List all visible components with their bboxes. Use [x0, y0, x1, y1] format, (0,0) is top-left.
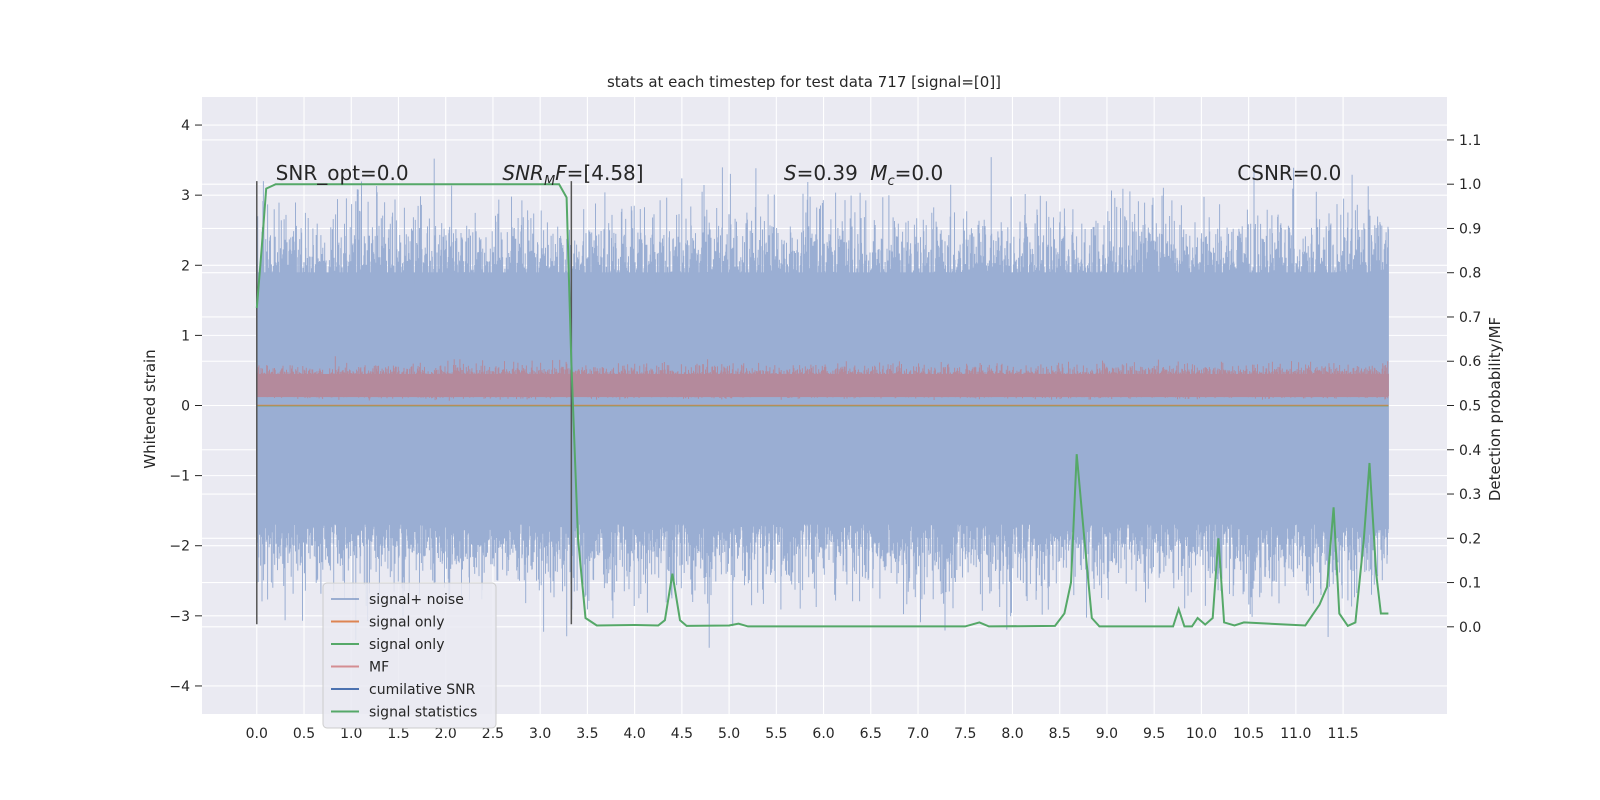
annotation: S=0.39 Mc=0.0: [784, 161, 943, 189]
y-left-tick-label: 4: [181, 118, 190, 134]
y-left-tick-label: 1: [181, 328, 190, 344]
legend-label: signal+ noise: [369, 592, 464, 608]
x-tick-label: 4.0: [623, 726, 645, 742]
x-axis: 0.0 0.5 1.0 1.5 2.0 2.5 3.0 3.5 4.0 4.5 5.0 5.5 6.0 6…: [246, 726, 1359, 742]
y-right-tick-label: 0.0: [1459, 620, 1481, 636]
x-tick-label: 3.0: [529, 726, 551, 742]
series-signal-statistics: [255, 183, 1389, 628]
y-right-tick-label: 0.4: [1459, 443, 1481, 459]
x-tick-label: 1.5: [387, 726, 409, 742]
x-tick-label: 10.5: [1233, 726, 1264, 742]
legend-label: signal statistics: [369, 705, 477, 721]
x-tick-label: 2.0: [435, 726, 457, 742]
y-left-tick-label: −2: [169, 539, 190, 555]
y-axis-left-label: Whitened strain: [141, 349, 159, 468]
x-tick-label: 9.5: [1143, 726, 1165, 742]
x-tick-label: 8.0: [1001, 726, 1023, 742]
y-right-tick-label: 0.3: [1459, 487, 1481, 503]
annotation: CSNR=0.0: [1237, 161, 1341, 185]
x-tick-label: 7.0: [907, 726, 929, 742]
legend-label: signal only: [369, 615, 444, 631]
annotation: SNRMF=[4.58]: [502, 161, 643, 189]
y-left-tick-label: 3: [181, 188, 190, 204]
y-left-tick-label: 0: [181, 399, 190, 415]
y-right-tick-label: 0.2: [1459, 531, 1481, 547]
y-axis-right: 0.0 0.1 0.2 0.3 0.4 0.5 0.6 0.7 0.8 0.9 1.0 1.1: [1447, 133, 1481, 636]
x-tick-label: 7.5: [954, 726, 976, 742]
x-tick-label: 2.5: [482, 726, 504, 742]
x-tick-label: 1.0: [340, 726, 362, 742]
y-right-tick-label: 0.9: [1459, 221, 1481, 237]
annotation: SNR_opt=0.0: [276, 161, 409, 185]
y-axis-left: −4 −3 −2 −1 0 1 2 3 4: [169, 118, 202, 695]
x-tick-label: 5.5: [765, 726, 787, 742]
series-signal-noise: [256, 157, 1389, 648]
y-left-tick-label: −1: [169, 469, 190, 485]
x-tick-label: 11.0: [1280, 726, 1311, 742]
legend-label: signal only: [369, 637, 444, 653]
y-right-tick-label: 0.7: [1459, 310, 1481, 326]
legend-box: [322, 582, 497, 729]
x-tick-label: 3.5: [576, 726, 598, 742]
y-axis-right-label: Detection probability/MF: [1486, 317, 1504, 501]
y-left-tick-label: 2: [181, 258, 190, 274]
x-tick-label: 4.5: [671, 726, 693, 742]
y-left-tick-label: −3: [169, 609, 190, 625]
y-right-tick-label: 0.8: [1459, 266, 1481, 282]
legend-label: MF: [369, 660, 389, 676]
y-right-tick-label: 1.0: [1459, 177, 1481, 193]
chart-title: stats at each timestep for test data 717…: [607, 73, 1001, 91]
x-tick-label: 9.0: [1096, 726, 1118, 742]
y-right-tick-label: 0.1: [1459, 576, 1481, 592]
series-mf: [256, 356, 1389, 401]
x-tick-label: 8.5: [1049, 726, 1071, 742]
x-tick-label: 5.0: [718, 726, 740, 742]
x-tick-label: 6.5: [860, 726, 882, 742]
y-right-tick-label: 1.1: [1459, 133, 1481, 149]
legend-label: cumilative SNR: [369, 682, 476, 698]
x-tick-label: 6.0: [812, 726, 834, 742]
y-left-tick-label: −4: [169, 679, 190, 695]
x-tick-label: 10.0: [1186, 726, 1217, 742]
y-right-tick-label: 0.5: [1459, 399, 1481, 415]
annotations: SNR_opt=0.0 SNRMF=[4.58] S=0.39 Mc=0.0 CSNR…: [276, 161, 1342, 189]
x-tick-label: 0.0: [246, 726, 268, 742]
legend: signal+ noise signal only signal only MF cum…: [322, 582, 497, 729]
x-tick-label: 0.5: [293, 726, 315, 742]
y-right-tick-label: 0.6: [1459, 354, 1481, 370]
x-tick-label: 11.5: [1328, 726, 1359, 742]
